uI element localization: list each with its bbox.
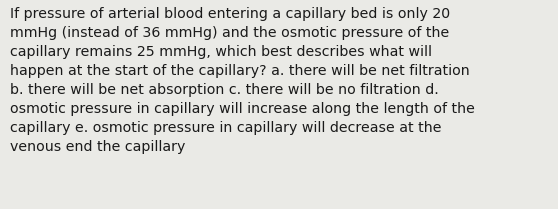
Text: If pressure of arterial blood entering a capillary bed is only 20
mmHg (instead : If pressure of arterial blood entering a…: [10, 7, 475, 154]
